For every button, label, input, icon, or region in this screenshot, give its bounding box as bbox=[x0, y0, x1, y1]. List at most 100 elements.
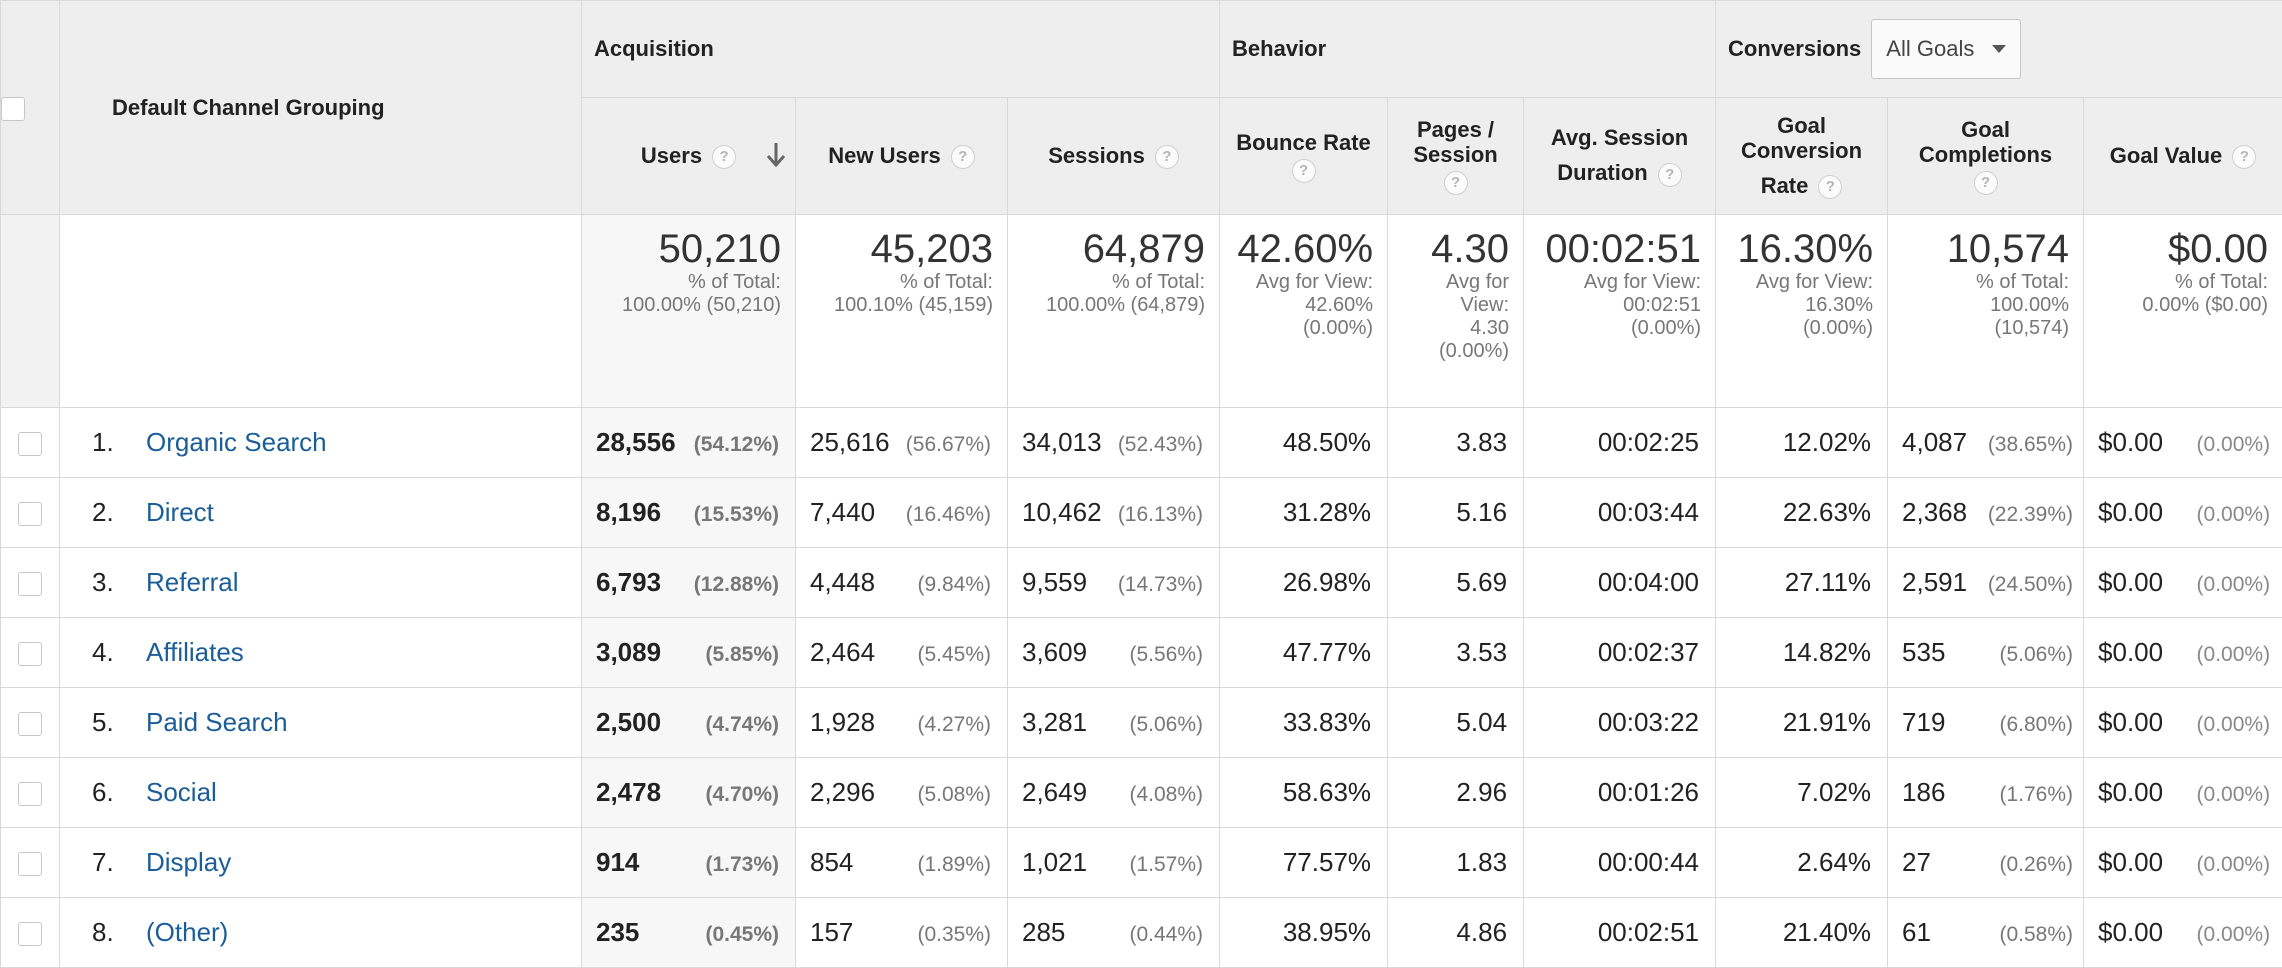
total-duration-avg: 00:02:51 bbox=[1530, 294, 1701, 317]
help-icon[interactable]: ? bbox=[951, 145, 975, 169]
table-row: 2.Direct 8,196(15.53%) 7,440(16.46%) 10,… bbox=[1, 478, 2282, 548]
row-index: 8. bbox=[92, 917, 146, 948]
channel-link[interactable]: Organic Search bbox=[146, 427, 327, 457]
channel-link[interactable]: Referral bbox=[146, 567, 238, 597]
channel-link[interactable]: Paid Search bbox=[146, 707, 288, 737]
row-checkbox[interactable] bbox=[18, 502, 42, 526]
table-row: 1.Organic Search 28,556(54.12%) 25,616(5… bbox=[1, 408, 2282, 478]
goal-completions-value: 2,591 bbox=[1902, 567, 1967, 598]
total-duration-caption: Avg for View: bbox=[1530, 271, 1701, 294]
avg-duration-cell: 00:03:44 bbox=[1524, 478, 1716, 548]
goal-completions-percent: (38.65%) bbox=[1988, 433, 2073, 457]
total-gc-count: (10,574) bbox=[1894, 317, 2069, 340]
total-gc-caption: % of Total: bbox=[1894, 271, 2069, 294]
select-all-checkbox[interactable] bbox=[1, 97, 25, 121]
avg-duration-cell: 00:01:26 bbox=[1524, 758, 1716, 828]
help-icon[interactable]: ? bbox=[1658, 163, 1682, 187]
sessions-value: 2,649 bbox=[1022, 777, 1087, 808]
goal-value-percent: (0.00%) bbox=[2197, 573, 2271, 597]
new-users-column-header[interactable]: New Users? bbox=[796, 98, 1008, 215]
goal-completions-percent: (0.58%) bbox=[2000, 923, 2074, 947]
goal-value-value: $0.00 bbox=[2098, 917, 2163, 948]
users-cell: 235 (0.45%) bbox=[582, 898, 796, 968]
row-index: 7. bbox=[92, 847, 146, 878]
total-goal-value: $0.00 % of Total: 0.00% ($0.00) bbox=[2084, 215, 2282, 408]
pages-per-session-cell: 3.83 bbox=[1388, 408, 1524, 478]
goal-completions-cell: 61(0.58%) bbox=[1888, 898, 2084, 968]
row-checkbox[interactable] bbox=[18, 782, 42, 806]
goal-value-percent: (0.00%) bbox=[2197, 853, 2271, 877]
goal-value-cell: $0.00(0.00%) bbox=[2084, 758, 2282, 828]
total-pages-caption2: View: bbox=[1394, 294, 1509, 317]
bounce-rate-header-label: Bounce Rate bbox=[1220, 130, 1387, 155]
total-new-users: 45,203 % of Total: 100.10% (45,159) bbox=[796, 215, 1008, 408]
goal-completions-percent: (24.50%) bbox=[1988, 573, 2073, 597]
sessions-column-header[interactable]: Sessions? bbox=[1008, 98, 1220, 215]
help-icon[interactable]: ? bbox=[1155, 145, 1179, 169]
goal-value-value: $0.00 bbox=[2098, 427, 2163, 458]
sort-down-arrow-icon[interactable] bbox=[765, 140, 787, 168]
users-percent: (54.12%) bbox=[694, 433, 779, 457]
channel-link[interactable]: Affiliates bbox=[146, 637, 244, 667]
row-checkbox[interactable] bbox=[18, 432, 42, 456]
help-icon[interactable]: ? bbox=[1444, 171, 1468, 195]
channel-link[interactable]: Direct bbox=[146, 497, 214, 527]
avg-session-duration-column-header[interactable]: Avg. Session Duration? bbox=[1524, 98, 1716, 215]
help-icon[interactable]: ? bbox=[1292, 159, 1316, 183]
row-checkbox-cell bbox=[1, 758, 60, 828]
new-users-percent: (4.27%) bbox=[917, 713, 991, 737]
goal-value-value: $0.00 bbox=[2098, 567, 2163, 598]
row-checkbox-cell bbox=[1, 618, 60, 688]
users-percent: (4.70%) bbox=[705, 783, 779, 807]
help-icon[interactable]: ? bbox=[2232, 145, 2256, 169]
conversions-group-header: Conversions All Goals bbox=[1716, 1, 2282, 98]
new-users-value: 1,928 bbox=[810, 707, 875, 738]
users-percent: (15.53%) bbox=[694, 503, 779, 527]
bounce-rate-column-header[interactable]: Bounce Rate ? bbox=[1220, 98, 1388, 215]
dimension-header[interactable]: Default Channel Grouping bbox=[60, 1, 582, 215]
row-checkbox[interactable] bbox=[18, 642, 42, 666]
row-checkbox[interactable] bbox=[18, 922, 42, 946]
row-checkbox[interactable] bbox=[18, 712, 42, 736]
total-sessions-caption: % of Total: bbox=[1014, 271, 1205, 294]
users-cell: 3,089(5.85%) bbox=[582, 618, 796, 688]
channel-link[interactable]: Social bbox=[146, 777, 217, 807]
channel-link[interactable]: (Other) bbox=[146, 917, 228, 947]
total-goal-conversion-rate: 16.30% Avg for View: 16.30% (0.00%) bbox=[1716, 215, 1888, 408]
row-checkbox[interactable] bbox=[18, 852, 42, 876]
users-value: 235 bbox=[596, 917, 639, 948]
sessions-value: 9,559 bbox=[1022, 567, 1087, 598]
goal-conversion-rate-cell: 21.91% bbox=[1716, 688, 1888, 758]
channel-link[interactable]: Display bbox=[146, 847, 231, 877]
goal-completions-column-header[interactable]: Goal Completions ? bbox=[1888, 98, 2084, 215]
users-column-header[interactable]: Users? bbox=[582, 98, 796, 215]
goal-value-value: $0.00 bbox=[2098, 777, 2163, 808]
gcr-header-line1: Goal bbox=[1716, 113, 1887, 138]
help-icon[interactable]: ? bbox=[712, 145, 736, 169]
bounce-rate-cell: 58.63% bbox=[1220, 758, 1388, 828]
help-icon[interactable]: ? bbox=[1974, 171, 1998, 195]
pages-per-session-column-header[interactable]: Pages / Session ? bbox=[1388, 98, 1524, 215]
goal-conversion-rate-column-header[interactable]: Goal Conversion Rate? bbox=[1716, 98, 1888, 215]
new-users-percent: (56.67%) bbox=[906, 433, 991, 457]
help-icon[interactable]: ? bbox=[1818, 175, 1842, 199]
new-users-cell: 7,440(16.46%) bbox=[796, 478, 1008, 548]
users-percent: (0.45%) bbox=[705, 923, 779, 947]
users-cell: 8,196 (15.53%) bbox=[582, 478, 796, 548]
total-sessions-share: 100.00% (64,879) bbox=[1014, 294, 1205, 317]
totals-row: 50,210 % of Total: 100.00% (50,210) 45,2… bbox=[1, 215, 2282, 408]
goal-select-dropdown[interactable]: All Goals bbox=[1871, 19, 2021, 79]
users-value: 8,196 bbox=[596, 497, 661, 528]
total-gcr-delta: (0.00%) bbox=[1722, 317, 1873, 340]
users-cell: 2,478(4.70%) bbox=[582, 758, 796, 828]
users-percent: (5.85%) bbox=[705, 643, 779, 667]
sessions-cell: 1,021(1.57%) bbox=[1008, 828, 1220, 898]
table-row: 6.Social 2,478(4.70%) 2,296(5.08%) 2,649… bbox=[1, 758, 2282, 828]
total-goal-completions: 10,574 % of Total: 100.00% (10,574) bbox=[1888, 215, 2084, 408]
row-checkbox[interactable] bbox=[18, 572, 42, 596]
users-cell: 28,556(54.12%) bbox=[582, 408, 796, 478]
row-index: 5. bbox=[92, 707, 146, 738]
sessions-cell: 10,462(16.13%) bbox=[1008, 478, 1220, 548]
goal-value-column-header[interactable]: Goal Value? bbox=[2084, 98, 2282, 215]
acquisition-group-header: Acquisition bbox=[582, 1, 1220, 98]
